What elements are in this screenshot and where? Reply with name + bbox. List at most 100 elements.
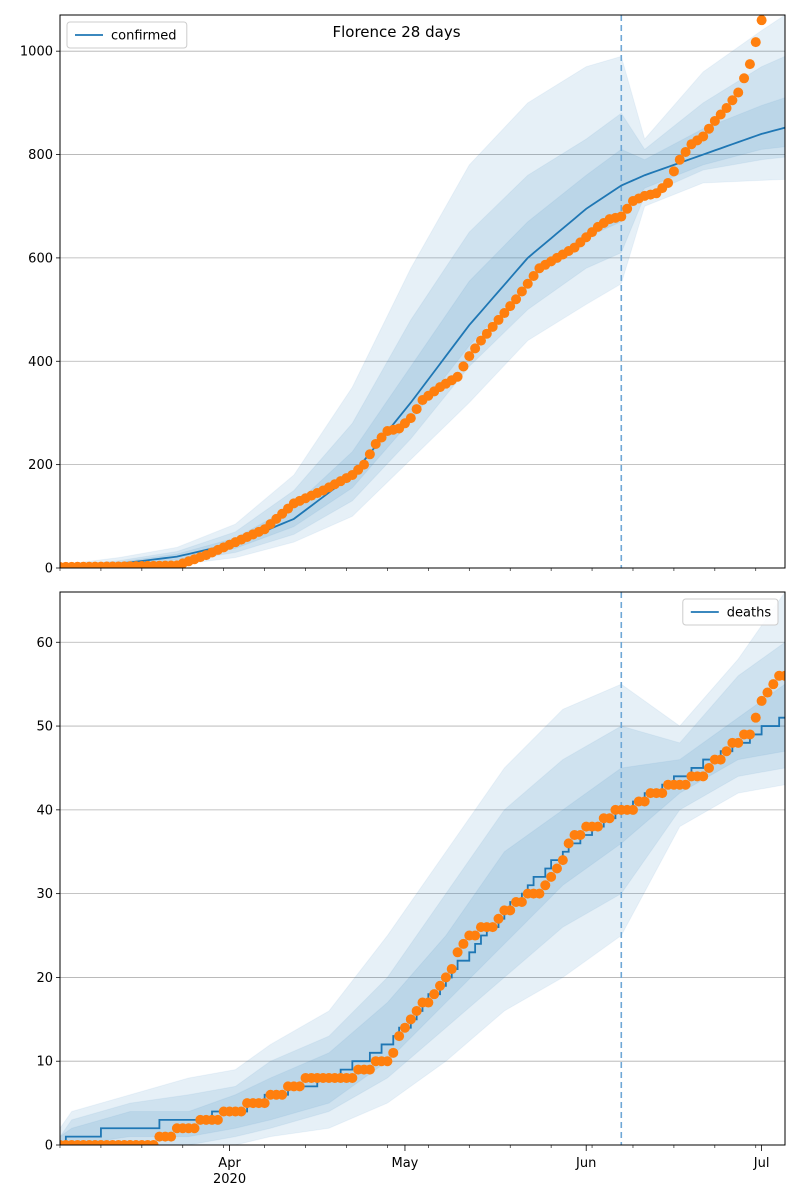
x-tick-label: May <box>392 1156 419 1171</box>
observed-point <box>399 1022 410 1033</box>
legend-box <box>682 598 779 626</box>
x-tick-sublabel: 2020 <box>213 1172 246 1187</box>
observed-point <box>668 166 679 177</box>
observed-point <box>277 1089 288 1100</box>
y-tick-label: 600 <box>28 251 53 266</box>
y-tick-label: 30 <box>36 887 53 902</box>
observed-point <box>698 131 709 142</box>
observed-point <box>563 838 574 849</box>
confidence-band <box>60 592 785 1145</box>
observed-point <box>744 59 755 70</box>
y-tick-label: 0 <box>45 1139 53 1154</box>
observed-point <box>627 804 638 815</box>
y-tick-label: 60 <box>36 636 53 651</box>
observed-point <box>470 930 481 941</box>
observed-point <box>721 103 732 114</box>
observed-point <box>294 1081 305 1092</box>
legend-label: confirmed <box>111 29 177 44</box>
observed-point <box>546 871 557 882</box>
observed-point <box>446 964 457 975</box>
observed-point <box>487 321 498 332</box>
observed-point <box>359 459 370 470</box>
observed-point <box>703 123 714 134</box>
observed-point <box>236 1106 247 1117</box>
observed-point <box>674 154 685 165</box>
observed-point <box>166 1131 177 1142</box>
model-median-line <box>60 126 785 568</box>
plot-area <box>60 592 785 1145</box>
observed-point <box>715 754 726 765</box>
observed-point <box>551 863 562 874</box>
observed-point <box>540 880 551 891</box>
plot-area <box>60 15 785 568</box>
observed-point <box>516 897 527 908</box>
y-tick-label: 0 <box>45 562 53 577</box>
observed-point <box>405 1014 416 1025</box>
confidence-band <box>60 683 785 1145</box>
observed-point <box>703 762 714 773</box>
observed-point <box>557 855 568 866</box>
y-tick-label: 800 <box>28 148 53 163</box>
observed-point <box>148 1140 159 1145</box>
y-tick-label: 50 <box>36 720 53 735</box>
observed-point <box>575 829 586 840</box>
observed-point <box>394 1031 405 1042</box>
observed-point <box>470 343 481 354</box>
observed-point <box>411 404 422 415</box>
observed-point <box>768 679 779 690</box>
observed-point <box>364 1064 375 1075</box>
observed-point <box>756 695 767 706</box>
confidence-band <box>60 641 785 1145</box>
observed-point <box>259 1098 270 1109</box>
confirmed-panel: 0 200 400 600 800 1000 Florence 28 days confirm… <box>20 14 786 577</box>
y-tick-label: 200 <box>28 458 53 473</box>
observed-point <box>405 413 416 424</box>
observed-point <box>411 1005 422 1016</box>
legend: deaths <box>682 598 779 626</box>
observed-point <box>423 997 434 1008</box>
observed-point <box>493 314 504 325</box>
legend-box <box>66 21 188 49</box>
observed-point <box>680 779 691 790</box>
observed-point <box>534 888 545 899</box>
observed-point <box>680 146 691 157</box>
observed-point <box>458 361 469 372</box>
axes-frame <box>59 591 786 1146</box>
observed-point <box>780 670 785 681</box>
observed-point <box>370 438 381 449</box>
y-tick-label: 10 <box>36 1055 53 1070</box>
observed-point <box>505 301 516 312</box>
observed-point <box>475 335 486 346</box>
x-tick-label: Jun <box>575 1156 596 1171</box>
observed-point <box>481 328 492 339</box>
y-tick-label: 1000 <box>20 45 53 60</box>
observed-point <box>762 687 773 698</box>
y-tick-label: 40 <box>36 803 53 818</box>
observed-point <box>604 813 615 824</box>
observed-point <box>750 712 761 723</box>
observed-point <box>733 87 744 98</box>
observed-point <box>733 737 744 748</box>
confidence-band <box>60 55 785 568</box>
observed-point <box>440 972 451 983</box>
observed-point <box>727 95 738 106</box>
observed-point <box>522 278 533 289</box>
chart-title: Florence 28 days <box>332 23 460 41</box>
y-tick-label: 20 <box>36 971 53 986</box>
observed-point <box>435 980 446 991</box>
observed-point <box>376 432 387 443</box>
x-tick-label: Apr <box>218 1156 241 1171</box>
observed-point <box>709 115 720 126</box>
observed-point <box>452 371 463 382</box>
observed-point <box>364 449 375 460</box>
observed-point <box>458 938 469 949</box>
observed-point <box>464 351 475 362</box>
observed-point <box>698 771 709 782</box>
observed-point <box>499 308 510 319</box>
observed-point <box>505 905 516 916</box>
y-tick-label: 400 <box>28 355 53 370</box>
legend: confirmed <box>66 21 188 49</box>
observed-point <box>721 746 732 757</box>
